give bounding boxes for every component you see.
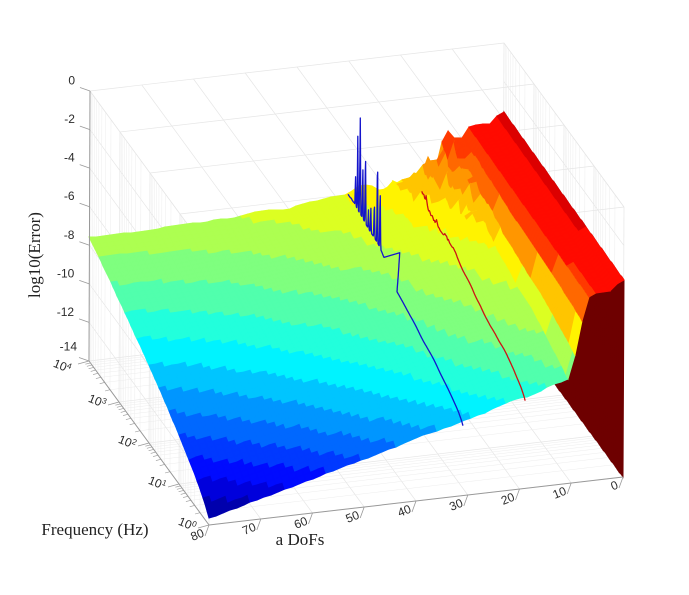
svg-text:-14: -14 (60, 340, 78, 354)
svg-text:-12: -12 (57, 305, 75, 319)
svg-text:Frequency (Hz): Frequency (Hz) (41, 520, 148, 539)
svg-text:log10(Error): log10(Error) (25, 212, 44, 298)
svg-text:-2: -2 (64, 112, 75, 126)
svg-text:-4: -4 (64, 151, 75, 165)
svg-text:-6: -6 (64, 189, 75, 203)
svg-text:-8: -8 (64, 228, 75, 242)
svg-text:a DoFs: a DoFs (276, 530, 325, 549)
svg-text:-10: -10 (57, 266, 75, 280)
svg-text:0: 0 (68, 74, 75, 88)
